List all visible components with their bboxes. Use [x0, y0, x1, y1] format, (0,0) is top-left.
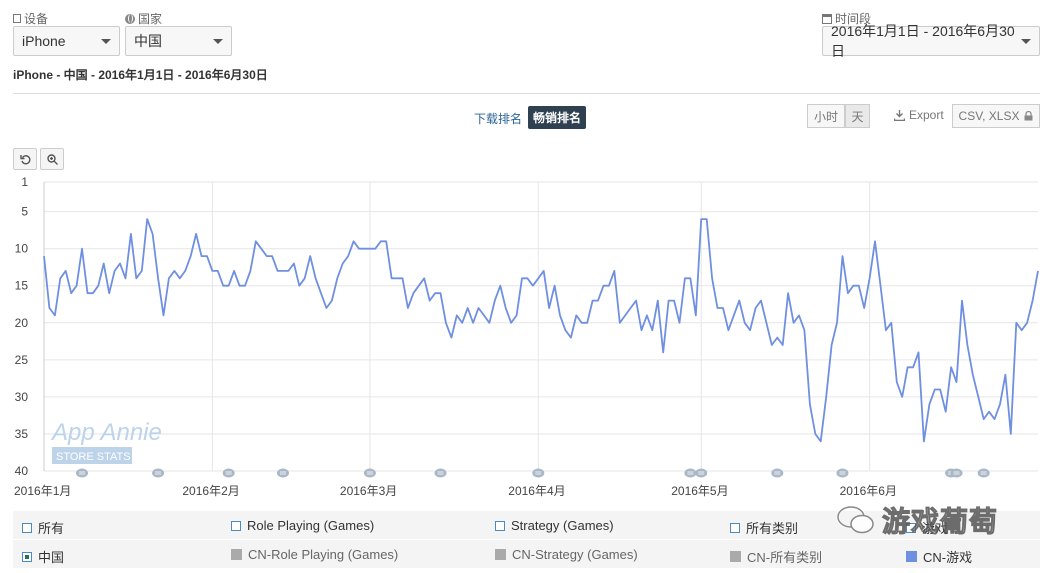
legend-series-cn-games[interactable]: CN-游戏 [906, 547, 972, 566]
download-icon [894, 109, 905, 121]
y-tick-label: 20 [15, 316, 29, 330]
legend-item-role-playing[interactable]: Role Playing (Games) [231, 518, 374, 533]
wechat-watermark: 游戏葡萄 [836, 500, 998, 540]
annotation-bubble-icon[interactable] [152, 468, 165, 478]
device-select[interactable]: iPhone [13, 26, 120, 56]
annotation-bubble-icon[interactable] [684, 468, 697, 478]
calendar-icon [822, 13, 832, 24]
y-tick-label: 25 [15, 353, 29, 367]
zoom-icon [46, 153, 58, 165]
chevron-down-icon [213, 38, 223, 44]
country-select[interactable]: 中国 [125, 26, 232, 56]
lock-icon [1024, 111, 1033, 121]
checkbox-checked[interactable] [22, 551, 32, 562]
zoom-button[interactable] [40, 148, 64, 170]
checkbox[interactable] [231, 520, 241, 531]
checkbox[interactable] [906, 522, 916, 533]
tab-grossing-rank[interactable]: 畅销排名 [528, 106, 587, 129]
device-icon [13, 14, 21, 23]
period-label: 时间段 [822, 10, 871, 27]
legend-item-china[interactable]: 中国 [22, 547, 64, 566]
wechat-watermark-text: 游戏葡萄 [881, 506, 999, 538]
y-tick-label: 1 [21, 175, 28, 189]
y-tick-label: 30 [15, 390, 29, 404]
watermark-sub: STORE STATS [56, 451, 131, 463]
x-tick-label: 2016年5月 [671, 484, 728, 498]
device-label: 设备 [13, 10, 48, 27]
reset-zoom-button[interactable] [13, 148, 37, 170]
y-tick-label: 15 [15, 279, 29, 293]
summary-title: iPhone - 中国 - 2016年1月1日 - 2016年6月30日 [13, 68, 268, 82]
annotation-bubble-icon[interactable] [950, 468, 963, 478]
y-tick-label: 10 [15, 242, 29, 256]
export-label: Export [894, 108, 944, 122]
country-label: 国家 [125, 10, 162, 27]
undo-icon [19, 154, 30, 164]
annotation-bubble-icon[interactable] [434, 468, 447, 478]
checkbox[interactable] [730, 522, 740, 533]
annotation-bubble-icon[interactable] [695, 468, 708, 478]
annotation-bubble-icon[interactable] [771, 468, 784, 478]
annotation-bubble-icon[interactable] [76, 468, 89, 478]
annotation-bubble-icon[interactable] [222, 468, 235, 478]
y-tick-label: 5 [21, 205, 28, 219]
watermark-sub-bg [52, 447, 132, 464]
checkbox[interactable] [495, 520, 505, 531]
x-tick-label: 2016年2月 [182, 484, 239, 498]
legend-series-cn-strategy[interactable]: CN-Strategy (Games) [495, 547, 638, 562]
annotation-bubble-icon[interactable] [276, 468, 289, 478]
series-swatch [730, 551, 741, 562]
tab-downloads-rank[interactable]: 下载排名 [474, 112, 523, 126]
divider [13, 93, 1040, 94]
granularity-day-button[interactable]: 天 [845, 104, 870, 128]
legend-item-all-categories[interactable]: 所有类别 [730, 518, 798, 537]
annotation-bubble-icon[interactable] [977, 468, 990, 478]
checkbox[interactable] [22, 522, 32, 533]
legend-series-cn-role-playing[interactable]: CN-Role Playing (Games) [231, 547, 398, 562]
x-tick-label: 2016年3月 [340, 484, 397, 498]
legend-row-2 [13, 540, 1040, 568]
series-swatch [906, 551, 917, 562]
y-tick-label: 40 [15, 464, 29, 478]
annotation-bubble-icon[interactable] [532, 468, 545, 478]
series-swatch [231, 549, 242, 560]
series-swatch [495, 549, 506, 560]
legend-item-strategy[interactable]: Strategy (Games) [495, 518, 614, 533]
chevron-down-icon [101, 38, 111, 44]
legend-item-all[interactable]: 所有 [22, 518, 64, 537]
watermark-brand: App Annie [50, 419, 162, 446]
x-tick-label: 2016年6月 [840, 484, 897, 498]
x-tick-label: 2016年4月 [508, 484, 565, 498]
export-format-button[interactable]: CSV, XLSX [952, 104, 1040, 128]
x-tick-label: 2016年1月 [14, 484, 71, 498]
legend-series-cn-all-categories[interactable]: CN-所有类别 [730, 547, 822, 566]
granularity-hour-button[interactable]: 小时 [807, 104, 845, 128]
legend-item-games[interactable]: 游戏 [906, 518, 948, 537]
globe-icon [125, 13, 135, 24]
period-select[interactable]: 2016年1月1日 - 2016年6月30日 [822, 23, 1040, 59]
app-annie-watermark: App Annie STORE STATS [50, 419, 162, 464]
annotation-bubble-icon[interactable] [363, 468, 376, 478]
y-tick-label: 35 [15, 427, 29, 441]
chevron-down-icon [1021, 38, 1031, 44]
series-line-cn-games[interactable] [43, 218, 1039, 443]
wechat-icon [836, 505, 874, 534]
annotation-bubble-icon[interactable] [836, 468, 849, 478]
